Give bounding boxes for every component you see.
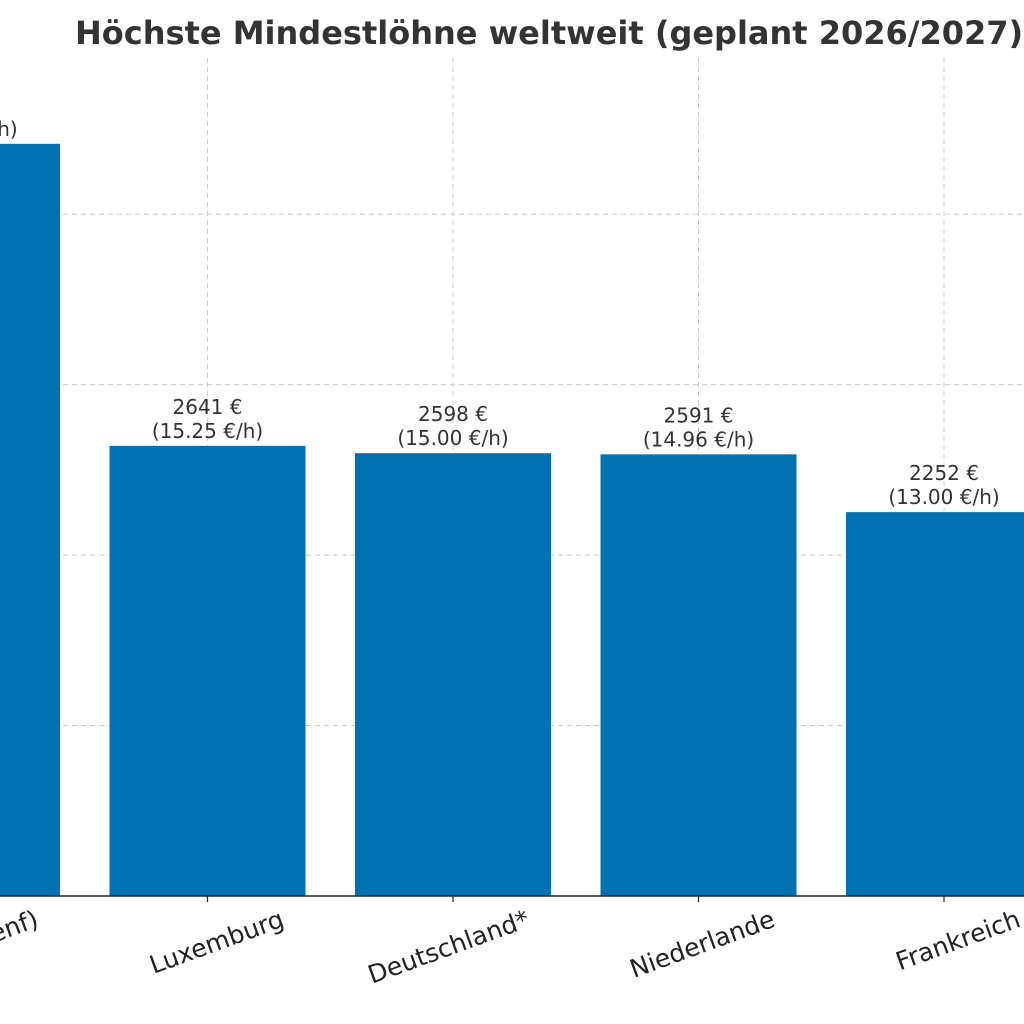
chart-title: Höchste Mindestlöhne weltweit (geplant 2… xyxy=(75,14,1023,52)
data-label-hourly-0: (24.32 €/h) xyxy=(0,117,18,141)
data-label-hourly-1: (15.25 €/h) xyxy=(152,419,263,443)
x-tick-label-2: Deutschland* xyxy=(364,904,533,989)
x-tick-label-1: Luxemburg xyxy=(146,904,288,979)
bars xyxy=(0,143,1024,897)
x-tick-label-4: Frankreich xyxy=(892,904,1024,976)
x-ticks: Schweiz (Genf) Luxemburg Deutschland* Niede… xyxy=(0,896,1024,996)
bar-3 xyxy=(600,454,797,896)
data-label-hourly-4: (13.00 €/h) xyxy=(888,485,999,509)
data-label-value-4: 2252 € xyxy=(909,461,979,485)
bar-1 xyxy=(109,445,306,896)
data-label-value-2: 2598 € xyxy=(418,402,488,426)
data-label-value-3: 2591 € xyxy=(664,403,734,427)
bar-2 xyxy=(355,453,551,896)
bar-0 xyxy=(0,143,60,897)
x-tick-label-0: Schweiz (Genf) xyxy=(0,904,42,996)
x-tick-label-3: Niederlande xyxy=(626,904,779,983)
data-label-value-1: 2641 € xyxy=(173,395,243,419)
bar-4 xyxy=(846,512,1024,896)
data-labels: 4413 €(24.32 €/h)2641 €(15.25 €/h)2598 €… xyxy=(0,117,1000,509)
data-label-hourly-3: (14.96 €/h) xyxy=(643,427,754,451)
data-label-hourly-2: (15.00 €/h) xyxy=(397,426,508,450)
